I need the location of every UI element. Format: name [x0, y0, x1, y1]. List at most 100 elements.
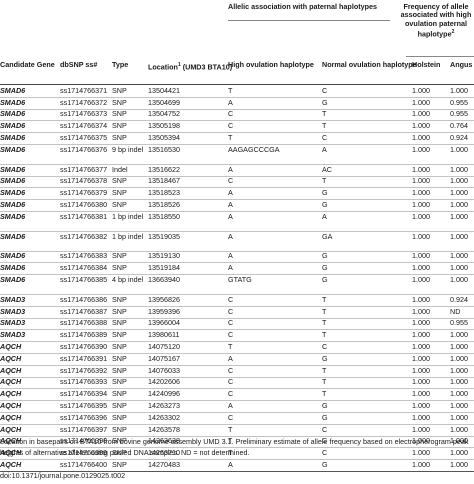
table-row: AQCH ss1714766392 SNP 14076033 C T 1.000 1.000: [0, 365, 474, 378]
table-row: AQCH ss1714766399 SNP 14263710 T C 1.000 1.000: [0, 448, 474, 460]
footnote-text: Location in basepairs on BTA10 from bovi…: [0, 437, 469, 457]
table-row: AQCH ss1714766390 SNP 14075120 T C 1.000 1.000: [0, 342, 474, 354]
header-location-text: Location: [148, 62, 178, 72]
snp-table-body: SMAD6 ss1714766371 SNP 13504421 T C 1.000 1.000…: [0, 85, 474, 472]
cell-hol: 1.000: [412, 436, 430, 446]
cell-hol: 1.000: [412, 448, 430, 458]
header-normal-ovulation: Normal ovulation haplotype: [322, 60, 417, 69]
header-allelic-association: Allelic association with paternal haplot…: [228, 2, 377, 11]
cell-ss: ss1714766389: [60, 330, 108, 340]
cell-gene: AQCH: [0, 424, 22, 434]
cell-hol: 1.000: [412, 97, 430, 107]
cell-normal: G: [322, 188, 328, 198]
cell-gene: SMAD6: [0, 231, 26, 241]
cell-normal: C: [322, 424, 328, 434]
cell-high: T: [228, 424, 233, 434]
cell-high: C: [228, 412, 234, 422]
cell-gene: AQCH: [0, 412, 22, 422]
header-location-suffix: (UMD3 BTA10): [180, 62, 233, 72]
cell-ss: ss1714766378: [60, 176, 108, 186]
cell-ss: ss1714766399: [60, 448, 108, 458]
cell-loc: 13980611: [148, 330, 180, 340]
cell-hol: 1.000: [412, 330, 430, 340]
table-row: SMAD6 ss1714766385 4 bp indel 13663940 GTATG…: [0, 275, 474, 295]
cell-high: A: [228, 231, 233, 241]
header-angus: Angus: [450, 60, 473, 69]
cell-gene: SMAD6: [0, 132, 26, 142]
cell-hol: 1.000: [412, 176, 430, 186]
cell-type: SNP: [112, 459, 127, 469]
cell-ang: 0.955: [450, 109, 468, 119]
cell-loc: 14263578: [148, 424, 180, 434]
cell-ang: 1.000: [450, 85, 468, 95]
cell-hol: 1.000: [412, 211, 430, 221]
cell-gene: SMAD6: [0, 251, 26, 261]
cell-hol: 1.000: [412, 318, 430, 328]
cell-high: A: [228, 164, 233, 174]
cell-ang: 0.924: [450, 132, 468, 142]
cell-gene: SMAD6: [0, 176, 26, 186]
cell-type: SNP: [112, 424, 127, 434]
cell-loc: 14076033: [148, 365, 180, 375]
header-location: Location1 (UMD3 BTA10): [148, 61, 232, 72]
cell-ang: 1.000: [450, 377, 468, 387]
cell-type: SNP: [112, 121, 127, 131]
header-high-ovulation: High ovulation haplotype: [228, 60, 314, 69]
cell-gene: SMAD6: [0, 274, 26, 284]
cell-hol: 1.000: [412, 389, 430, 399]
cell-high: A: [228, 97, 233, 107]
cell-ss: ss1714766374: [60, 121, 108, 131]
cell-type: SNP: [112, 251, 127, 261]
cell-gene: SMAD6: [0, 199, 26, 209]
table-row: AQCH ss1714766397 SNP 14263578 T C 1.000 1.000: [0, 424, 474, 437]
cell-gene: AQCH: [0, 436, 22, 446]
cell-ss: ss1714766398: [60, 436, 108, 446]
cell-type: SNP: [112, 341, 127, 351]
cell-gene: SMAD6: [0, 263, 26, 273]
cell-loc: 13519184: [148, 263, 180, 273]
cell-hol: 1.000: [412, 341, 430, 351]
cell-loc: 13519130: [148, 251, 180, 261]
cell-type: SNP: [112, 318, 127, 328]
cell-normal: T: [322, 389, 327, 399]
header-frequency-sup: 2: [451, 29, 455, 36]
table-row: SMAD6 ss1714766383 SNP 13519130 A G 1.000 1.000: [0, 251, 474, 263]
cell-high: C: [228, 330, 234, 340]
cell-ss: ss1714766400: [60, 459, 108, 469]
cell-ss: ss1714766397: [60, 424, 108, 434]
cell-gene: AQCH: [0, 400, 22, 410]
cell-high: A: [228, 459, 233, 469]
cell-hol: 1.000: [412, 121, 430, 131]
cell-loc: 13956826: [148, 294, 180, 304]
cell-loc: 13518526: [148, 199, 180, 209]
cell-loc: 13516622: [148, 164, 180, 174]
table-row: AQCH ss1714766391 SNP 14075167 A G 1.000 1.000: [0, 353, 474, 366]
cell-high: GTATG: [228, 274, 252, 284]
cell-high: C: [228, 294, 234, 304]
cell-type: SNP: [112, 294, 127, 304]
cell-loc: 13663940: [148, 274, 180, 284]
cell-high: A: [228, 188, 233, 198]
cell-ang: 1.000: [450, 389, 468, 399]
cell-normal: G: [322, 353, 328, 363]
cell-type: SNP: [112, 199, 127, 209]
cell-type: SNP: [112, 97, 127, 107]
cell-type: SNP: [112, 188, 127, 198]
cell-hol: 1.000: [412, 132, 430, 142]
cell-type: SNP: [112, 412, 127, 422]
header-frequency-text: Frequency of allele associated with high…: [400, 2, 472, 39]
table-row: SMAD3 ss1714766388 SNP 13966004 C T 1.000 0.955: [0, 318, 474, 330]
cell-ss: ss1714766393: [60, 377, 108, 387]
cell-type: SNP: [112, 109, 127, 119]
doi-line: doi:10.1371/journal.pone.0129025.t002: [0, 471, 126, 480]
table-row: SMAD6 ss1714766379 SNP 13518523 A G 1.000 1.000: [0, 188, 474, 200]
cell-ang: 1.000: [450, 199, 468, 209]
cell-ang: 1.000: [450, 341, 468, 351]
cell-high: T: [228, 85, 233, 95]
cell-normal: T: [322, 109, 327, 119]
cell-hol: 1.000: [412, 251, 430, 261]
cell-normal: G: [322, 400, 328, 410]
header-candidate-gene: Candidate Gene: [0, 60, 55, 69]
cell-normal: A: [322, 144, 327, 154]
cell-ang: 1.000: [450, 188, 468, 198]
